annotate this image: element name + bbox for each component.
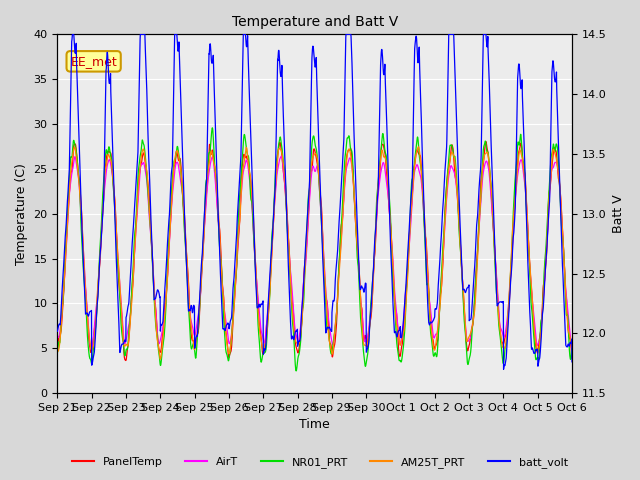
Legend: PanelTemp, AirT, NR01_PRT, AM25T_PRT, batt_volt: PanelTemp, AirT, NR01_PRT, AM25T_PRT, ba… (68, 452, 572, 472)
Title: Temperature and Batt V: Temperature and Batt V (232, 15, 398, 29)
X-axis label: Time: Time (300, 419, 330, 432)
Y-axis label: Temperature (C): Temperature (C) (15, 163, 28, 264)
Y-axis label: Batt V: Batt V (612, 194, 625, 233)
Text: EE_met: EE_met (70, 55, 117, 68)
